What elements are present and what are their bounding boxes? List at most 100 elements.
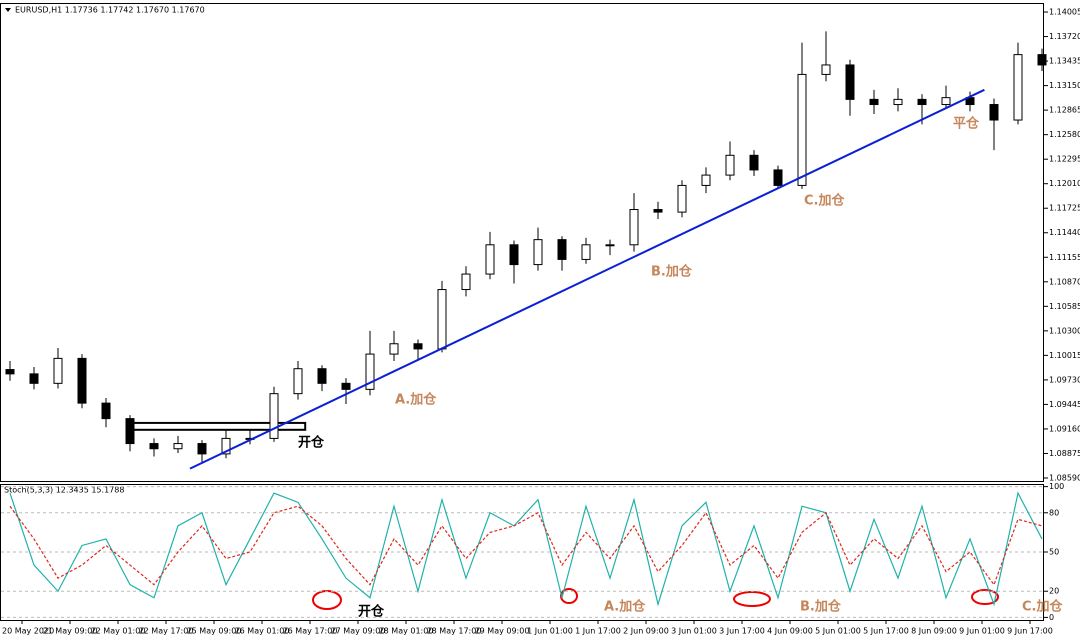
menu-arrow[interactable]: [5, 8, 11, 12]
stoch-panel: [0, 484, 1044, 621]
candle-body: [341, 382, 351, 390]
x-tick-label: 4 Jun 09:00: [767, 627, 813, 636]
x-tick-label: 25 May 09:00: [187, 627, 242, 636]
candle-body: [125, 418, 135, 445]
annotation: 开仓: [298, 435, 325, 451]
candle-body: [653, 209, 663, 213]
y-tick-label: 20: [1049, 587, 1059, 596]
x-tick-label: 29 May 09:00: [475, 627, 530, 636]
annotation: C.加仓: [804, 193, 845, 209]
x-tick-label: 20 May 2020: [2, 627, 54, 636]
candle-body: [461, 273, 471, 291]
annotation: C.加仓: [1022, 599, 1063, 615]
candle-body: [269, 393, 279, 439]
y-tick-label: 100: [1049, 482, 1064, 491]
y-tick-label: 1.13435: [1049, 57, 1080, 66]
candle-body: [989, 104, 999, 121]
annotation: B.加仓: [651, 264, 693, 280]
x-tick-label: 3 Jun 17:00: [719, 627, 765, 636]
x-tick-label: 1 Jun 01:00: [527, 627, 573, 636]
candle-body: [149, 443, 159, 450]
candle-body: [197, 443, 207, 455]
candle-body: [1037, 54, 1047, 66]
candle-body: [629, 209, 639, 246]
y-tick-label: 1.12865: [1049, 106, 1080, 115]
y-tick-label: 1.10870: [1049, 277, 1080, 286]
annotation: 开仓: [358, 604, 385, 620]
y-tick-label: 1.14005: [1049, 8, 1080, 17]
y-tick-label: 1.11155: [1049, 253, 1080, 262]
x-tick-label: 9 Jun 01:00: [959, 627, 1005, 636]
y-tick-label: 1.09730: [1049, 375, 1080, 384]
x-tick-label: 3 Jun 01:00: [671, 627, 717, 636]
y-tick-label: 1.10300: [1049, 326, 1080, 335]
x-tick-label: 1 Jun 17:00: [575, 627, 621, 636]
y-tick-label: 1.13150: [1049, 81, 1080, 90]
annotation: B.加仓: [800, 599, 842, 615]
annotation: A.加仓: [604, 599, 646, 615]
y-tick-label: 1.12580: [1049, 130, 1080, 139]
y-tick-label: 1.12010: [1049, 179, 1080, 188]
candle-body: [773, 169, 783, 186]
annotation: 平仓: [953, 116, 980, 132]
candle-body: [221, 437, 231, 455]
candle-body: [941, 97, 951, 106]
y-tick-label: 1.10585: [1049, 302, 1080, 311]
y-tick-label: 1.11725: [1049, 204, 1080, 213]
candle-body: [869, 98, 879, 106]
candle-body: [845, 64, 855, 100]
candle-body: [293, 368, 303, 395]
y-tick-label: 80: [1049, 508, 1059, 517]
candle-body: [485, 244, 495, 275]
highlight-ellipse: [733, 591, 771, 607]
candle-body: [437, 289, 447, 350]
x-tick-label: 26 May 17:00: [283, 627, 338, 636]
x-tick-label: 8 Jun 09:00: [911, 627, 957, 636]
x-tick-label: 27 May 09:00: [331, 627, 386, 636]
candle-body: [557, 239, 567, 260]
trendline: [189, 88, 985, 470]
y-tick-label: 0: [1049, 613, 1054, 622]
candle-body: [821, 64, 831, 75]
candle-body: [797, 73, 807, 186]
x-tick-label: 26 May 01:00: [235, 627, 290, 636]
candle-body: [317, 368, 327, 384]
candle-body: [605, 244, 615, 247]
candle-body: [1013, 54, 1023, 121]
candle-body: [701, 174, 711, 186]
y-tick-label: 1.13720: [1049, 32, 1080, 41]
y-tick-label: 1.08875: [1049, 449, 1080, 458]
candle-body: [509, 244, 519, 266]
candle-body: [581, 244, 591, 260]
indicator-header: Stoch(5,3,3) 12.3435 15.1788: [4, 486, 124, 495]
x-tick-label: 21 May 09:00: [43, 627, 98, 636]
x-tick-label: 22 May 17:00: [139, 627, 194, 636]
highlight-ellipse: [971, 589, 999, 605]
x-tick-label: 2 Jun 09:00: [623, 627, 669, 636]
candle-body: [413, 343, 423, 350]
y-tick-label: 1.08590: [1049, 473, 1080, 482]
stoch-line: [9, 491, 1043, 607]
y-tick-label: 1.09160: [1049, 424, 1080, 433]
candle-body: [29, 373, 39, 384]
candle-body: [677, 184, 687, 213]
candle-body: [77, 357, 87, 404]
y-tick-label: 1.11440: [1049, 228, 1080, 237]
x-tick-label: 22 May 01:00: [91, 627, 146, 636]
candle-body: [893, 98, 903, 106]
y-tick-label: 1.10015: [1049, 351, 1080, 360]
candle-body: [917, 98, 927, 106]
candle-body: [365, 353, 375, 390]
candle-body: [725, 154, 735, 176]
annotation: A.加仓: [395, 392, 437, 408]
x-tick-label: 5 Jun 01:00: [815, 627, 861, 636]
candle-body: [389, 343, 399, 355]
x-tick-label: 28 May 01:00: [379, 627, 434, 636]
x-tick-label: 5 Jun 17:00: [863, 627, 909, 636]
y-tick-label: 1.09445: [1049, 400, 1080, 409]
symbol-header: EURUSD,H1 1.17736 1.17742 1.17670 1.1767…: [15, 6, 205, 15]
candle-body: [5, 369, 15, 375]
y-tick-label: 50: [1049, 548, 1059, 557]
candle-body: [101, 402, 111, 420]
